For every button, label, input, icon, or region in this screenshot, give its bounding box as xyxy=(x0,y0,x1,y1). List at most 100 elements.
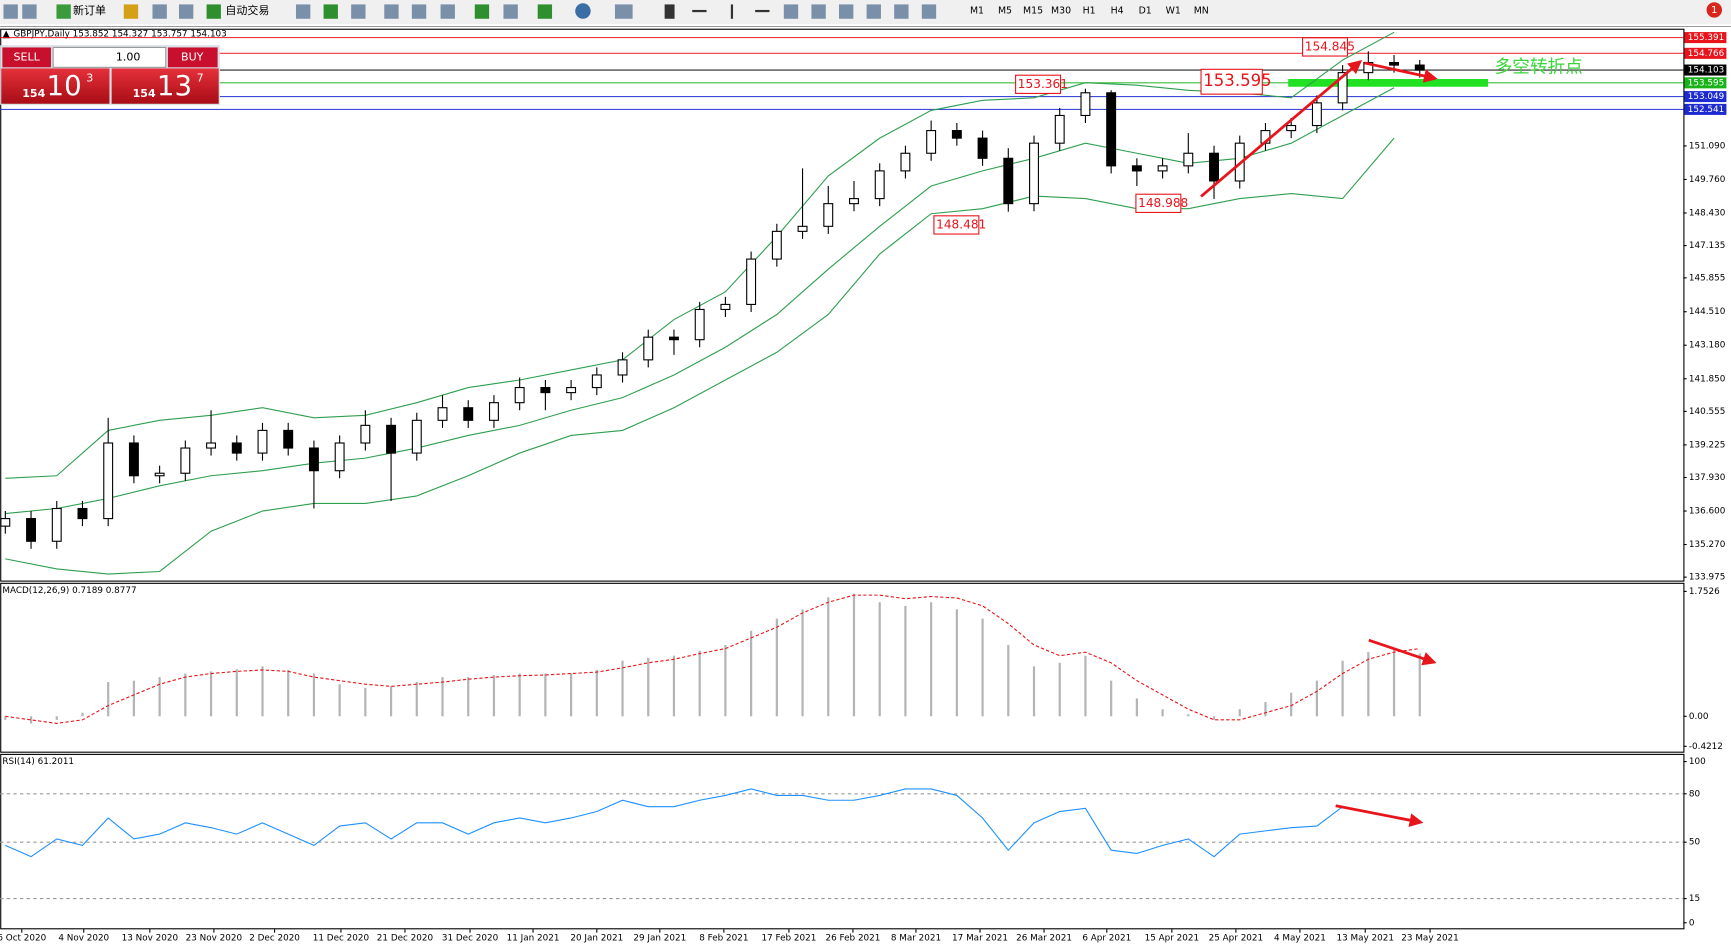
y-tick-label: 0.00 xyxy=(1689,712,1709,722)
sell-label: SELL xyxy=(14,50,41,63)
icon[interactable] xyxy=(866,4,881,19)
arrow xyxy=(1368,638,1437,666)
x-tick-label: 15 Apr 2021 xyxy=(1145,934,1200,944)
y-tick-label: 137.930 xyxy=(1689,473,1726,483)
candle-body xyxy=(540,387,551,394)
lots-value: 1.00 xyxy=(116,50,141,63)
icon[interactable] xyxy=(692,9,707,13)
icon[interactable] xyxy=(3,4,18,19)
price-annotation: 148.481 xyxy=(936,217,986,231)
icon[interactable] xyxy=(755,9,770,13)
sell-price-fraction: 3 xyxy=(86,71,93,84)
y-tick-label: 139.225 xyxy=(1689,440,1725,450)
y-tick-label: 140.555 xyxy=(1689,407,1725,417)
chart-header: ▲ xyxy=(2,29,10,40)
x-tick-label: 25 Apr 2021 xyxy=(1209,934,1264,944)
candle-body xyxy=(26,518,37,542)
icon[interactable] xyxy=(411,4,427,19)
timeframe-button[interactable]: M1 xyxy=(970,6,984,17)
price-annotation-box xyxy=(1302,37,1349,57)
level-label: 154.103 xyxy=(1688,66,1724,76)
icon[interactable] xyxy=(384,4,399,19)
x-tick-label: 11 Dec 2020 xyxy=(313,934,370,944)
candle-body xyxy=(283,429,294,449)
icon[interactable] xyxy=(295,4,311,19)
timeframe-button[interactable]: M5 xyxy=(998,6,1012,17)
icon[interactable] xyxy=(474,4,490,19)
timeframe-button[interactable]: D1 xyxy=(1139,6,1152,17)
y-tick-label: 133.975 xyxy=(1689,573,1725,583)
candle-body xyxy=(231,442,242,454)
x-tick-label: 8 Mar 2021 xyxy=(891,934,941,944)
x-tick-label: 29 Jan 2021 xyxy=(633,934,686,944)
icon[interactable] xyxy=(22,4,37,19)
candle-body xyxy=(951,130,962,139)
timeframe-button[interactable]: M30 xyxy=(1051,6,1071,17)
price-annotation: 148.988 xyxy=(1138,196,1188,210)
level-tag xyxy=(1684,77,1727,89)
x-tick-label: 11 Jan 2021 xyxy=(507,934,560,944)
icon[interactable] xyxy=(323,4,338,19)
candle-body xyxy=(1286,124,1297,132)
auto-trading-button[interactable]: 自动交易 xyxy=(225,3,269,17)
candle-body xyxy=(488,402,499,421)
new-order-button[interactable]: 新订单 xyxy=(73,3,106,17)
candle-body xyxy=(1337,72,1348,104)
x-tick-label: 17 Mar 2021 xyxy=(952,934,1008,944)
x-tick-label: 13 May 2021 xyxy=(1337,934,1394,944)
timeframe-button[interactable]: W1 xyxy=(1166,6,1181,17)
x-tick-label: 6 Apr 2021 xyxy=(1082,934,1131,944)
candle-body xyxy=(874,170,885,200)
icon[interactable] xyxy=(730,4,734,19)
candle-body xyxy=(180,447,191,474)
timeframe-button[interactable]: M15 xyxy=(1023,6,1043,17)
candle-body xyxy=(1029,142,1039,205)
candle-body xyxy=(720,303,731,311)
bollinger-middle xyxy=(5,87,1395,515)
icon[interactable] xyxy=(56,4,71,19)
icon[interactable] xyxy=(614,4,633,19)
buy-price-box[interactable] xyxy=(111,68,219,104)
sell-price-box[interactable] xyxy=(1,68,110,104)
level-label: 153.595 xyxy=(1688,78,1724,88)
timeframe-button[interactable]: H1 xyxy=(1083,6,1096,17)
icon[interactable] xyxy=(839,4,854,19)
candle-body xyxy=(463,407,474,421)
icon[interactable] xyxy=(575,3,591,19)
icon[interactable] xyxy=(811,4,826,19)
candle-body xyxy=(1389,62,1400,66)
candle-body xyxy=(566,387,577,394)
icon[interactable] xyxy=(351,4,366,19)
candle-body xyxy=(437,407,448,421)
lots-input[interactable] xyxy=(52,46,167,68)
y-tick-label: 0 xyxy=(1689,918,1695,928)
candle-body xyxy=(591,374,602,389)
icon[interactable] xyxy=(123,4,139,19)
icon[interactable] xyxy=(921,4,937,19)
icon[interactable] xyxy=(206,4,221,19)
timeframe-button[interactable]: H4 xyxy=(1111,6,1124,17)
icon[interactable] xyxy=(894,4,909,19)
x-tick-label: 2 Dec 2020 xyxy=(249,934,300,944)
sell-button[interactable] xyxy=(2,47,51,68)
notification-badge[interactable] xyxy=(1706,2,1722,18)
timeframes: M1 M5 M15 M30 H1 H4 D1 W1 MN xyxy=(970,6,1209,17)
macd-signal xyxy=(5,594,1420,724)
icon[interactable] xyxy=(783,4,799,19)
icon[interactable] xyxy=(503,4,518,19)
icon[interactable] xyxy=(152,4,167,19)
icon[interactable] xyxy=(440,4,455,19)
timeframe-button[interactable]: MN xyxy=(1194,6,1209,17)
candle-body xyxy=(360,424,371,444)
candle-body xyxy=(1209,152,1219,182)
x-tick-label: 6 Oct 2020 xyxy=(0,934,47,944)
candle-body xyxy=(771,230,782,260)
x-tick-label: 4 Nov 2020 xyxy=(58,934,109,944)
candle-body xyxy=(977,137,988,159)
icon[interactable] xyxy=(178,4,194,19)
y-tick-label: 148.430 xyxy=(1689,208,1726,218)
buy-button[interactable] xyxy=(167,47,218,68)
annotation-note: 多空转折点 xyxy=(1495,56,1583,77)
icon[interactable] xyxy=(664,4,675,19)
icon[interactable] xyxy=(537,4,553,19)
